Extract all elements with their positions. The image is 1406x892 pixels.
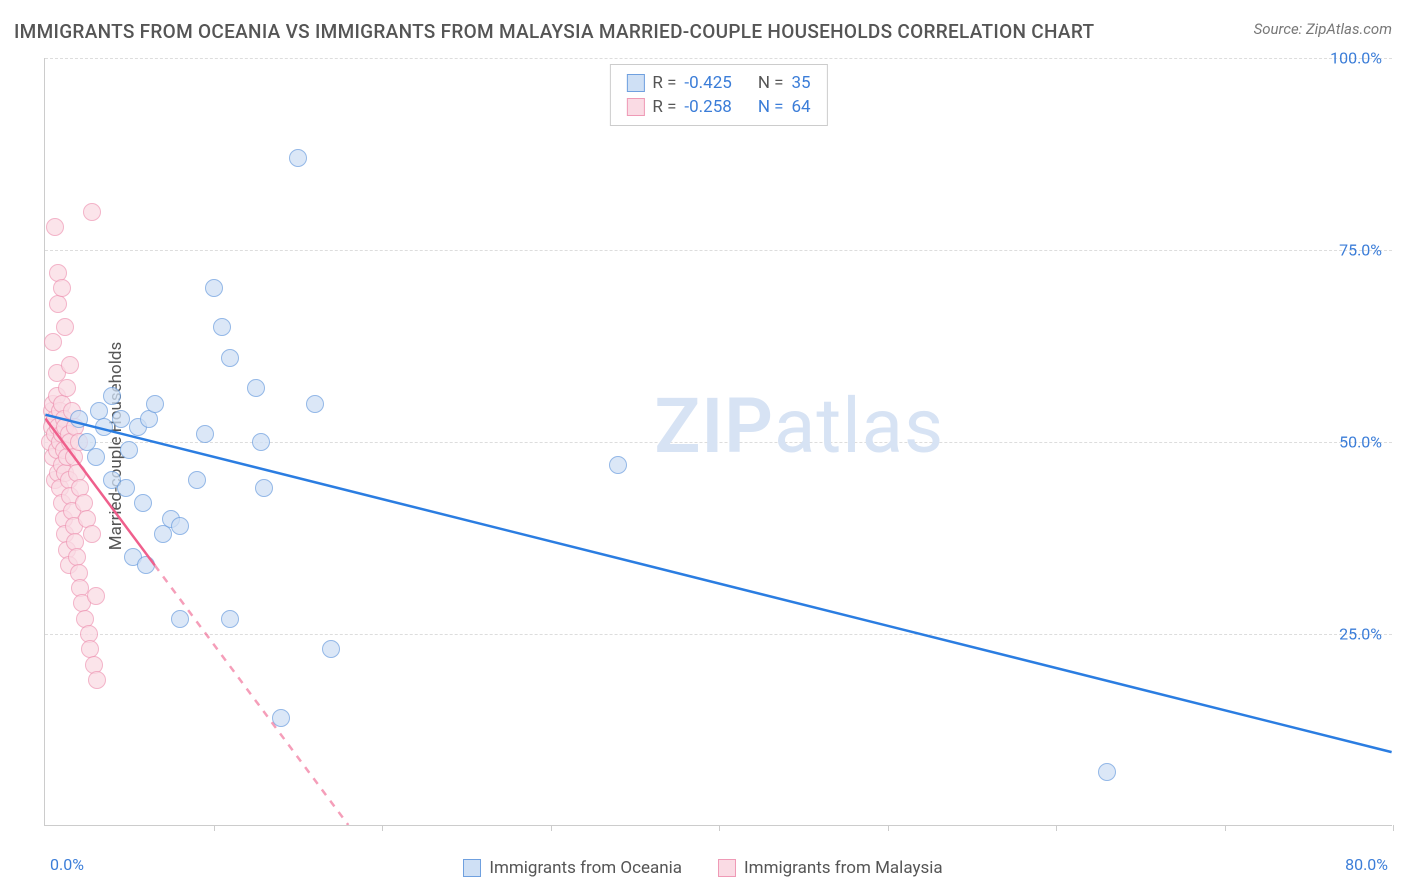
correlation-legend: R = -0.425 N = 35 R = -0.258 N = 64 [609,64,827,126]
legend-label-malaysia: Immigrants from Malaysia [744,858,943,878]
n-value-oceania: 35 [792,73,811,93]
scatter-point [117,479,135,497]
swatch-malaysia-icon [718,859,736,877]
scatter-point [221,610,239,628]
scatter-point [88,671,106,689]
n-label: N = [758,73,784,93]
x-tick [1393,825,1394,831]
scatter-point [83,203,101,221]
scatter-point [255,479,273,497]
watermark: ZIPatlas [654,381,944,471]
scatter-point [247,379,265,397]
bottom-legend: Immigrants from Oceania Immigrants from … [0,858,1406,878]
scatter-point [58,379,76,397]
y-tick-label: 75.0% [1339,241,1382,260]
scatter-point [322,640,340,658]
scatter-point [112,410,130,428]
scatter-point [49,295,67,313]
scatter-point [272,709,290,727]
chart-title: IMMIGRANTS FROM OCEANIA VS IMMIGRANTS FR… [14,20,1094,43]
plot-area: R = -0.425 N = 35 R = -0.258 N = 64 ZIPa… [44,58,1392,826]
scatter-point [221,349,239,367]
x-tick [1056,825,1057,831]
grid-line [45,250,1392,251]
scatter-point [83,525,101,543]
legend-row-oceania: R = -0.425 N = 35 [626,71,810,95]
scatter-point [1098,763,1116,781]
scatter-point [252,433,270,451]
x-tick [214,825,215,831]
n-label: N = [758,97,784,117]
legend-label-oceania: Immigrants from Oceania [489,858,682,878]
scatter-point [306,395,324,413]
x-tick [382,825,383,831]
scatter-point [87,587,105,605]
y-tick-label: 50.0% [1339,433,1382,452]
n-value-malaysia: 64 [792,97,811,117]
scatter-point [213,318,231,336]
scatter-point [120,441,138,459]
scatter-point [609,456,627,474]
scatter-point [103,387,121,405]
scatter-point [171,610,189,628]
grid-line [45,58,1392,59]
scatter-point [154,525,172,543]
source-label: Source: ZipAtlas.com [1254,20,1392,38]
swatch-oceania-icon [626,74,644,92]
scatter-point [70,410,88,428]
x-tick [1225,825,1226,831]
grid-line [45,634,1392,635]
x-tick [719,825,720,831]
grid-line [45,442,1392,443]
scatter-point [205,279,223,297]
scatter-point [61,356,79,374]
scatter-point [95,418,113,436]
scatter-point [46,218,64,236]
swatch-malaysia-icon [626,98,644,116]
r-label: R = [652,73,676,93]
scatter-point [44,333,62,351]
scatter-point [171,517,189,535]
scatter-point [137,556,155,574]
scatter-point [289,149,307,167]
y-tick-label: 100.0% [1330,49,1382,68]
legend-row-malaysia: R = -0.258 N = 64 [626,95,810,119]
scatter-point [196,425,214,443]
x-tick [551,825,552,831]
scatter-point [87,448,105,466]
scatter-point [146,395,164,413]
r-label: R = [652,97,676,117]
legend-item-malaysia: Immigrants from Malaysia [718,858,943,878]
scatter-point [53,279,71,297]
scatter-point [188,471,206,489]
r-value-oceania: -0.425 [684,73,731,93]
legend-item-oceania: Immigrants from Oceania [463,858,682,878]
scatter-point [140,410,158,428]
x-tick [888,825,889,831]
r-value-malaysia: -0.258 [684,97,731,117]
swatch-oceania-icon [463,859,481,877]
scatter-point [134,494,152,512]
y-tick-label: 25.0% [1339,625,1382,644]
scatter-point [56,318,74,336]
